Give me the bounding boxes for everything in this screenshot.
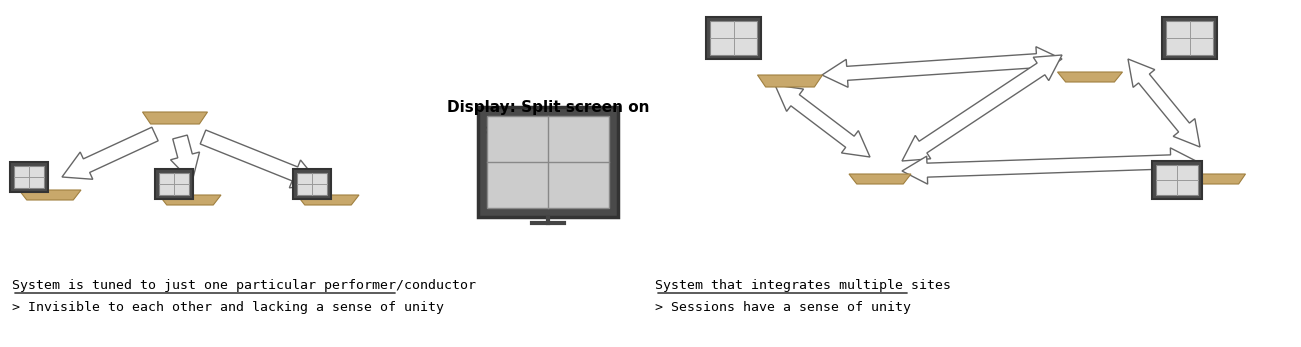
Bar bbox=[1157, 165, 1198, 195]
Bar bbox=[1166, 21, 1213, 55]
Polygon shape bbox=[1058, 72, 1123, 82]
Text: > Sessions have a sense of unity: > Sessions have a sense of unity bbox=[654, 301, 911, 313]
Polygon shape bbox=[20, 190, 81, 200]
Bar bbox=[293, 169, 330, 199]
Bar bbox=[159, 173, 189, 195]
Bar bbox=[14, 166, 44, 188]
Polygon shape bbox=[297, 195, 359, 205]
Bar bbox=[155, 169, 193, 199]
Text: Display: Split screen on: Display: Split screen on bbox=[446, 100, 649, 115]
Polygon shape bbox=[200, 130, 320, 188]
Text: System is tuned to just one particular performer/conductor: System is tuned to just one particular p… bbox=[12, 279, 476, 291]
Text: > Invisible to each other and lacking a sense of unity: > Invisible to each other and lacking a … bbox=[12, 301, 444, 313]
Polygon shape bbox=[170, 135, 199, 182]
Bar bbox=[487, 116, 609, 208]
Text: single monitor: single monitor bbox=[487, 121, 610, 136]
Bar bbox=[710, 21, 757, 55]
Polygon shape bbox=[1128, 59, 1200, 147]
Polygon shape bbox=[1190, 174, 1245, 184]
Bar bbox=[10, 162, 48, 192]
Text: System that integrates multiple sites: System that integrates multiple sites bbox=[654, 279, 951, 291]
Polygon shape bbox=[159, 195, 221, 205]
Bar bbox=[1151, 161, 1202, 199]
Bar bbox=[1162, 17, 1216, 59]
Polygon shape bbox=[775, 85, 870, 157]
Polygon shape bbox=[757, 75, 822, 87]
Polygon shape bbox=[902, 55, 1062, 161]
Bar bbox=[297, 173, 327, 195]
Polygon shape bbox=[850, 174, 911, 184]
Bar bbox=[706, 17, 761, 59]
Polygon shape bbox=[902, 148, 1196, 184]
Polygon shape bbox=[143, 112, 207, 124]
Polygon shape bbox=[822, 47, 1062, 87]
Polygon shape bbox=[62, 127, 159, 179]
Bar bbox=[477, 107, 618, 217]
